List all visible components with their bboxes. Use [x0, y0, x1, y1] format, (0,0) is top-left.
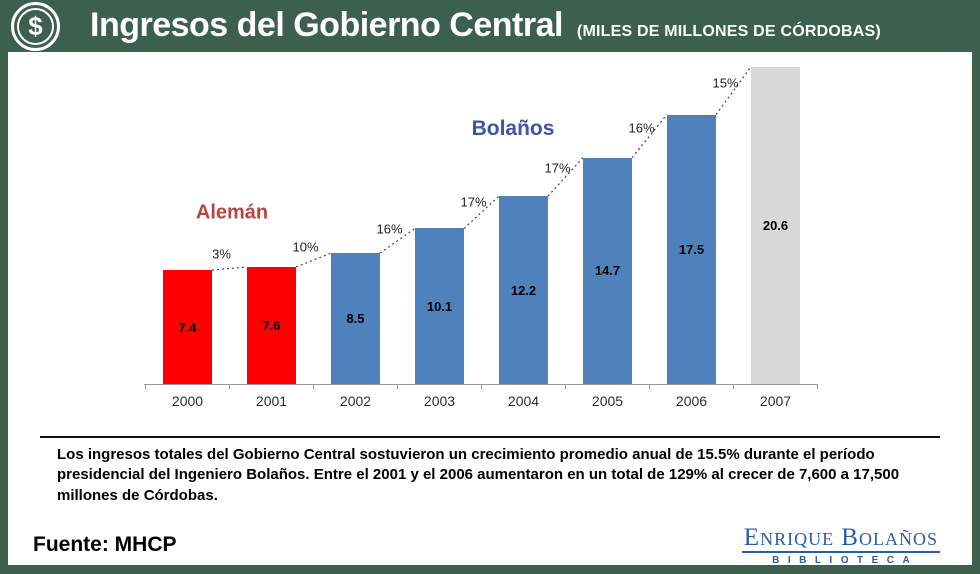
x-axis-label: 2002 — [339, 393, 372, 409]
x-axis-tick — [145, 384, 146, 389]
bar-value-label: 17.5 — [678, 241, 705, 257]
x-axis-tick — [817, 384, 818, 389]
bar-2000: 7.4 — [163, 270, 212, 384]
growth-percent-label: 17% — [544, 160, 571, 176]
x-axis-tick — [229, 384, 230, 389]
logo-name: Enrique Bolaños — [741, 524, 940, 553]
label-bolanos: Bolaños — [471, 117, 555, 140]
x-axis-tick — [565, 384, 566, 389]
bar-value-label: 20.6 — [762, 217, 789, 233]
growth-percent-label: 15% — [712, 75, 739, 91]
growth-percent-label: 10% — [292, 239, 319, 255]
x-axis-label: 2004 — [507, 393, 540, 409]
bar-2001: 7.6 — [247, 266, 296, 384]
biblioteca-logo: Enrique Bolaños BIBLIOTECA — [741, 524, 940, 566]
x-axis-tick — [649, 384, 650, 389]
growth-connector-lines — [211, 66, 752, 271]
x-axis-label: 2006 — [675, 393, 708, 409]
growth-percent-label: 16% — [376, 221, 403, 237]
divider-line — [40, 436, 940, 438]
source-label: Fuente: MHCP — [33, 533, 177, 556]
growth-percent-label: 3% — [212, 246, 231, 262]
dollar-coin-inner-ring: $ — [17, 8, 54, 45]
growth-percent-label: 17% — [460, 194, 487, 210]
dollar-sign: $ — [28, 10, 43, 41]
logo-division: BIBLIOTECA — [772, 555, 919, 566]
x-axis-label: 2000 — [171, 393, 204, 409]
x-axis-tick — [733, 384, 734, 389]
bar-2002: 8.5 — [331, 253, 380, 384]
bar-2006: 17.5 — [667, 114, 716, 384]
bar-value-label: 7.6 — [262, 317, 281, 333]
bar-chart: Alemán Bolaños 7.4 2000 7.6 2001 8.5 2002 10.1… — [8, 52, 972, 437]
bar-value-label: 8.5 — [346, 311, 365, 327]
x-axis-label: 2001 — [255, 393, 288, 409]
x-axis-label: 2003 — [423, 393, 456, 409]
summary-text: Los ingresos totales del Gobierno Centra… — [57, 446, 900, 504]
dollar-coin-icon: $ — [11, 2, 60, 51]
x-axis-tick — [397, 384, 398, 389]
x-axis-label: 2007 — [759, 393, 792, 409]
bar-value-label: 10.1 — [426, 298, 453, 314]
bar-2005: 14.7 — [583, 157, 632, 384]
content-area: Alemán Bolaños 7.4 2000 7.6 2001 8.5 2002 10.1… — [8, 52, 972, 566]
x-axis-tick — [313, 384, 314, 389]
header-bar: $ Ingresos del Gobierno Central (MILES D… — [0, 0, 980, 52]
bar-value-label: 14.7 — [594, 263, 621, 279]
label-aleman: Alemán — [195, 201, 269, 224]
x-axis-tick — [481, 384, 482, 389]
growth-percent-label: 16% — [628, 120, 655, 136]
bar-2004: 12.2 — [499, 196, 548, 384]
bar-2003: 10.1 — [415, 228, 464, 384]
bar-value-label: 7.4 — [178, 319, 197, 335]
page-subtitle: (MILES DE MILLONES DE CÓRDOBAS) — [576, 23, 881, 40]
bar-value-label: 12.2 — [510, 282, 537, 298]
bar-2007: 20.6 — [751, 66, 800, 384]
x-axis-label: 2005 — [591, 393, 624, 409]
page-title: Ingresos del Gobierno Central — [90, 6, 563, 44]
